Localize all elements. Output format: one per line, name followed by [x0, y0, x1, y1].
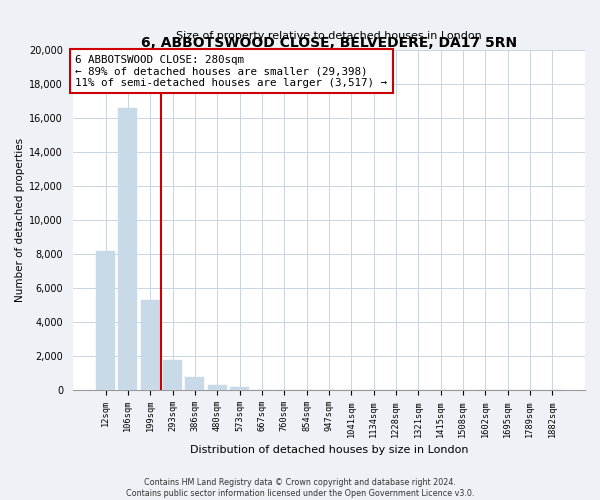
- Text: 6 ABBOTSWOOD CLOSE: 280sqm
← 89% of detached houses are smaller (29,398)
11% of : 6 ABBOTSWOOD CLOSE: 280sqm ← 89% of deta…: [76, 54, 388, 88]
- Bar: [208, 385, 227, 390]
- Bar: [141, 300, 160, 390]
- Bar: [118, 108, 137, 390]
- Y-axis label: Number of detached properties: Number of detached properties: [15, 138, 25, 302]
- Bar: [185, 376, 205, 390]
- Bar: [163, 360, 182, 390]
- Bar: [230, 387, 249, 390]
- Text: Contains HM Land Registry data © Crown copyright and database right 2024.
Contai: Contains HM Land Registry data © Crown c…: [126, 478, 474, 498]
- Title: 6, ABBOTSWOOD CLOSE, BELVEDERE, DA17 5RN: 6, ABBOTSWOOD CLOSE, BELVEDERE, DA17 5RN: [141, 36, 517, 50]
- X-axis label: Distribution of detached houses by size in London: Distribution of detached houses by size …: [190, 445, 468, 455]
- Bar: [96, 250, 115, 390]
- Text: Size of property relative to detached houses in London: Size of property relative to detached ho…: [176, 31, 482, 41]
